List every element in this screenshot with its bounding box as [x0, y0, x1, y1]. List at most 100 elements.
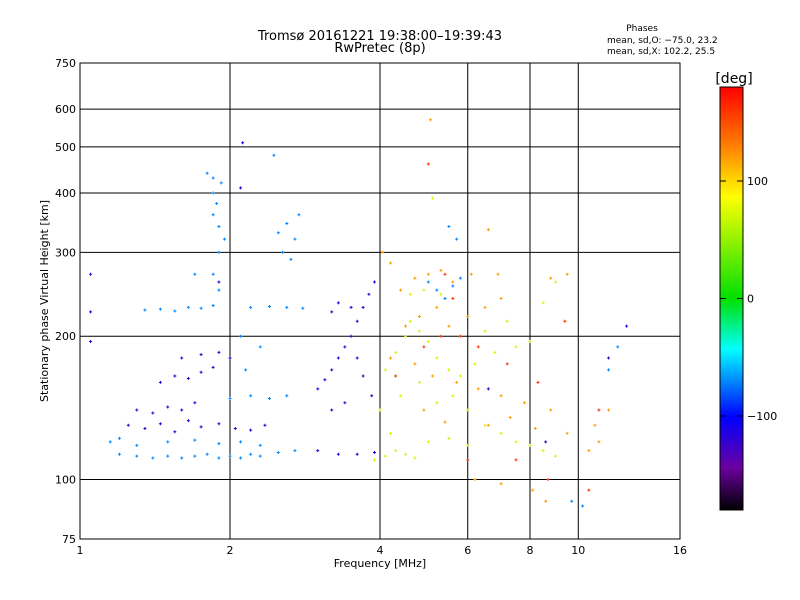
- data-point: [383, 368, 387, 372]
- colorbar-tick-label: 0: [747, 293, 754, 306]
- data-point: [553, 454, 557, 458]
- data-point: [89, 272, 93, 276]
- data-point: [549, 276, 553, 280]
- data-point: [199, 353, 203, 357]
- data-point: [211, 304, 215, 308]
- data-point: [426, 339, 430, 343]
- data-point: [215, 202, 219, 206]
- data-point: [217, 250, 221, 254]
- data-point: [426, 440, 430, 444]
- data-point: [570, 499, 574, 503]
- data-point: [417, 315, 421, 319]
- data-point: [180, 356, 184, 360]
- data-point: [435, 288, 439, 292]
- data-point: [276, 231, 280, 235]
- data-point: [249, 305, 253, 309]
- data-point: [263, 423, 267, 427]
- data-point: [217, 350, 221, 354]
- data-point: [451, 280, 455, 284]
- data-point: [541, 301, 545, 305]
- x-tick-label: 2: [227, 544, 234, 557]
- data-point: [244, 368, 248, 372]
- data-point: [466, 408, 470, 412]
- data-point: [117, 452, 121, 456]
- data-point: [158, 422, 162, 426]
- data-point: [439, 268, 443, 272]
- data-point: [217, 422, 221, 426]
- data-point: [597, 440, 601, 444]
- data-point: [553, 280, 557, 284]
- data-point: [435, 356, 439, 360]
- data-point: [117, 436, 121, 440]
- data-point: [158, 307, 162, 311]
- data-point: [508, 415, 512, 419]
- data-point: [593, 423, 597, 427]
- data-point: [289, 257, 293, 261]
- y-tick-labels: 75 100 200 300 400 500 600 750: [55, 57, 76, 546]
- data-point: [233, 426, 237, 430]
- data-point: [399, 394, 403, 398]
- y-tick-label: 600: [55, 103, 76, 116]
- data-point: [544, 499, 548, 503]
- data-point: [323, 378, 327, 382]
- y-tick-label: 100: [55, 474, 76, 487]
- data-point: [431, 374, 435, 378]
- data-point: [293, 237, 297, 241]
- data-point: [316, 449, 320, 453]
- data-point: [199, 306, 203, 310]
- data-point: [528, 339, 532, 343]
- data-point: [89, 339, 93, 343]
- data-point: [389, 261, 393, 265]
- colorbar-ticks: 100 0 −100: [720, 175, 777, 423]
- y-tick-label: 750: [55, 57, 76, 70]
- data-point: [249, 394, 253, 398]
- data-point: [193, 438, 197, 442]
- data-point: [205, 452, 209, 456]
- data-point: [367, 292, 371, 296]
- data-point: [223, 237, 227, 241]
- data-point: [267, 304, 271, 308]
- data-point: [466, 315, 470, 319]
- data-point: [544, 440, 548, 444]
- data-point: [217, 225, 221, 229]
- data-point: [447, 368, 451, 372]
- grid: [80, 63, 680, 539]
- data-point: [381, 250, 385, 254]
- data-point: [373, 280, 377, 284]
- data-point: [458, 276, 462, 280]
- data-point: [408, 292, 412, 296]
- data-point: [219, 181, 223, 185]
- data-point: [199, 425, 203, 429]
- data-point: [297, 213, 301, 217]
- data-point: [285, 222, 289, 226]
- data-point: [505, 319, 509, 323]
- data-point: [455, 237, 459, 241]
- data-point: [285, 305, 289, 309]
- data-point: [143, 426, 147, 430]
- data-point: [451, 284, 455, 288]
- data-point: [466, 458, 470, 462]
- y-tick-label: 300: [55, 246, 76, 259]
- data-point: [301, 306, 305, 310]
- chart-title: Tromsø 20161221 19:38:00–19:39:43: [257, 29, 502, 44]
- data-point: [439, 292, 443, 296]
- data-point: [581, 504, 585, 508]
- data-point: [417, 380, 421, 384]
- data-point: [394, 449, 398, 453]
- data-point: [413, 276, 417, 280]
- data-point: [514, 458, 518, 462]
- data-point: [563, 319, 567, 323]
- data-point: [486, 387, 490, 391]
- data-point: [211, 213, 215, 217]
- data-point: [389, 431, 393, 435]
- data-point: [587, 488, 591, 492]
- colorbar-tick-label: −100: [747, 410, 777, 423]
- data-point: [413, 362, 417, 366]
- data-point: [528, 443, 532, 447]
- data-point: [399, 288, 403, 292]
- data-point: [499, 482, 503, 486]
- data-point: [343, 345, 347, 349]
- data-point: [343, 401, 347, 405]
- data-point: [151, 411, 155, 415]
- data-point: [426, 162, 430, 166]
